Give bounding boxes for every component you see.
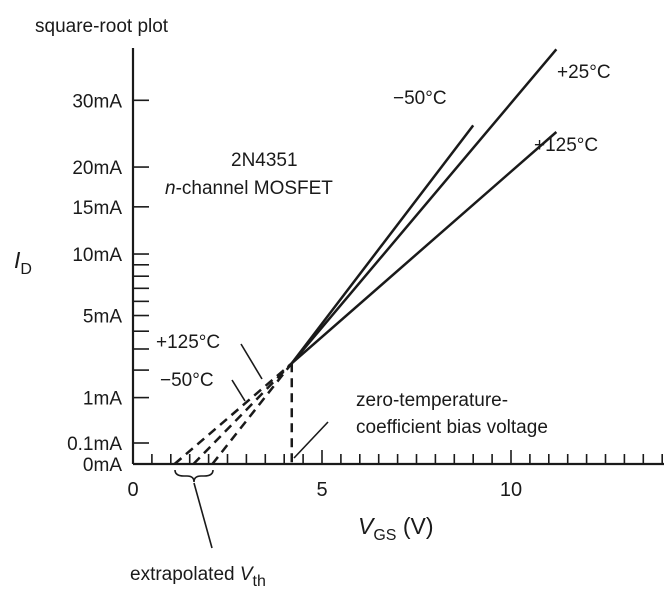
leader-p125	[240, 343, 263, 380]
series-lines	[173, 48, 558, 465]
tick-marks	[133, 99, 664, 465]
device-type-label: n-channel MOSFET	[165, 178, 333, 199]
chart-title: square-root plot	[35, 16, 169, 37]
device-name-label: 2N4351	[231, 150, 298, 171]
vth-label: extrapolated Vth	[130, 564, 266, 590]
series-extrapolation-3	[192, 362, 293, 465]
y-tick-label: 20mA	[72, 158, 122, 179]
series-extrapolation-0	[211, 362, 293, 465]
zero-tc-label-line1: zero-temperature-	[356, 390, 508, 411]
axes	[131, 48, 664, 466]
series-label-m50-top: −50°C	[393, 88, 447, 109]
series-extrapolation-2	[173, 362, 293, 465]
y-tick-label: 0mA	[83, 455, 122, 476]
vth-leader	[193, 482, 213, 549]
x-tick-label: 10	[500, 479, 522, 501]
zero-tc-label-line2: coefficient bias voltage	[356, 417, 548, 438]
x-tick-label: 0	[127, 479, 138, 501]
y-tick-label: 0.1mA	[67, 434, 122, 455]
series-label-m50-bottom: −50°C	[160, 370, 214, 391]
zero-tc-leader	[293, 421, 329, 459]
series-line-1	[290, 48, 558, 365]
series-label-p25: +25°C	[557, 62, 611, 83]
y-tick-label: 15mA	[72, 198, 122, 219]
y-tick-label: 5mA	[83, 307, 122, 328]
series-line-0	[290, 124, 475, 365]
series-label-p125-top: +125°C	[534, 135, 598, 156]
x-axis-label: VGS (V)	[358, 513, 434, 544]
x-tick-label: 5	[316, 479, 327, 501]
y-tick-label: 30mA	[72, 91, 122, 112]
y-tick-label: 10mA	[72, 245, 122, 266]
y-tick-label: 1mA	[83, 389, 122, 410]
y-axis-label: ID	[14, 247, 32, 278]
x-tick-labels: 0 5 10	[127, 479, 522, 501]
leader-m50	[231, 379, 246, 402]
series-label-p125-bottom: +125°C	[156, 332, 220, 353]
series-line-2	[290, 131, 558, 365]
vth-brace	[174, 469, 214, 483]
